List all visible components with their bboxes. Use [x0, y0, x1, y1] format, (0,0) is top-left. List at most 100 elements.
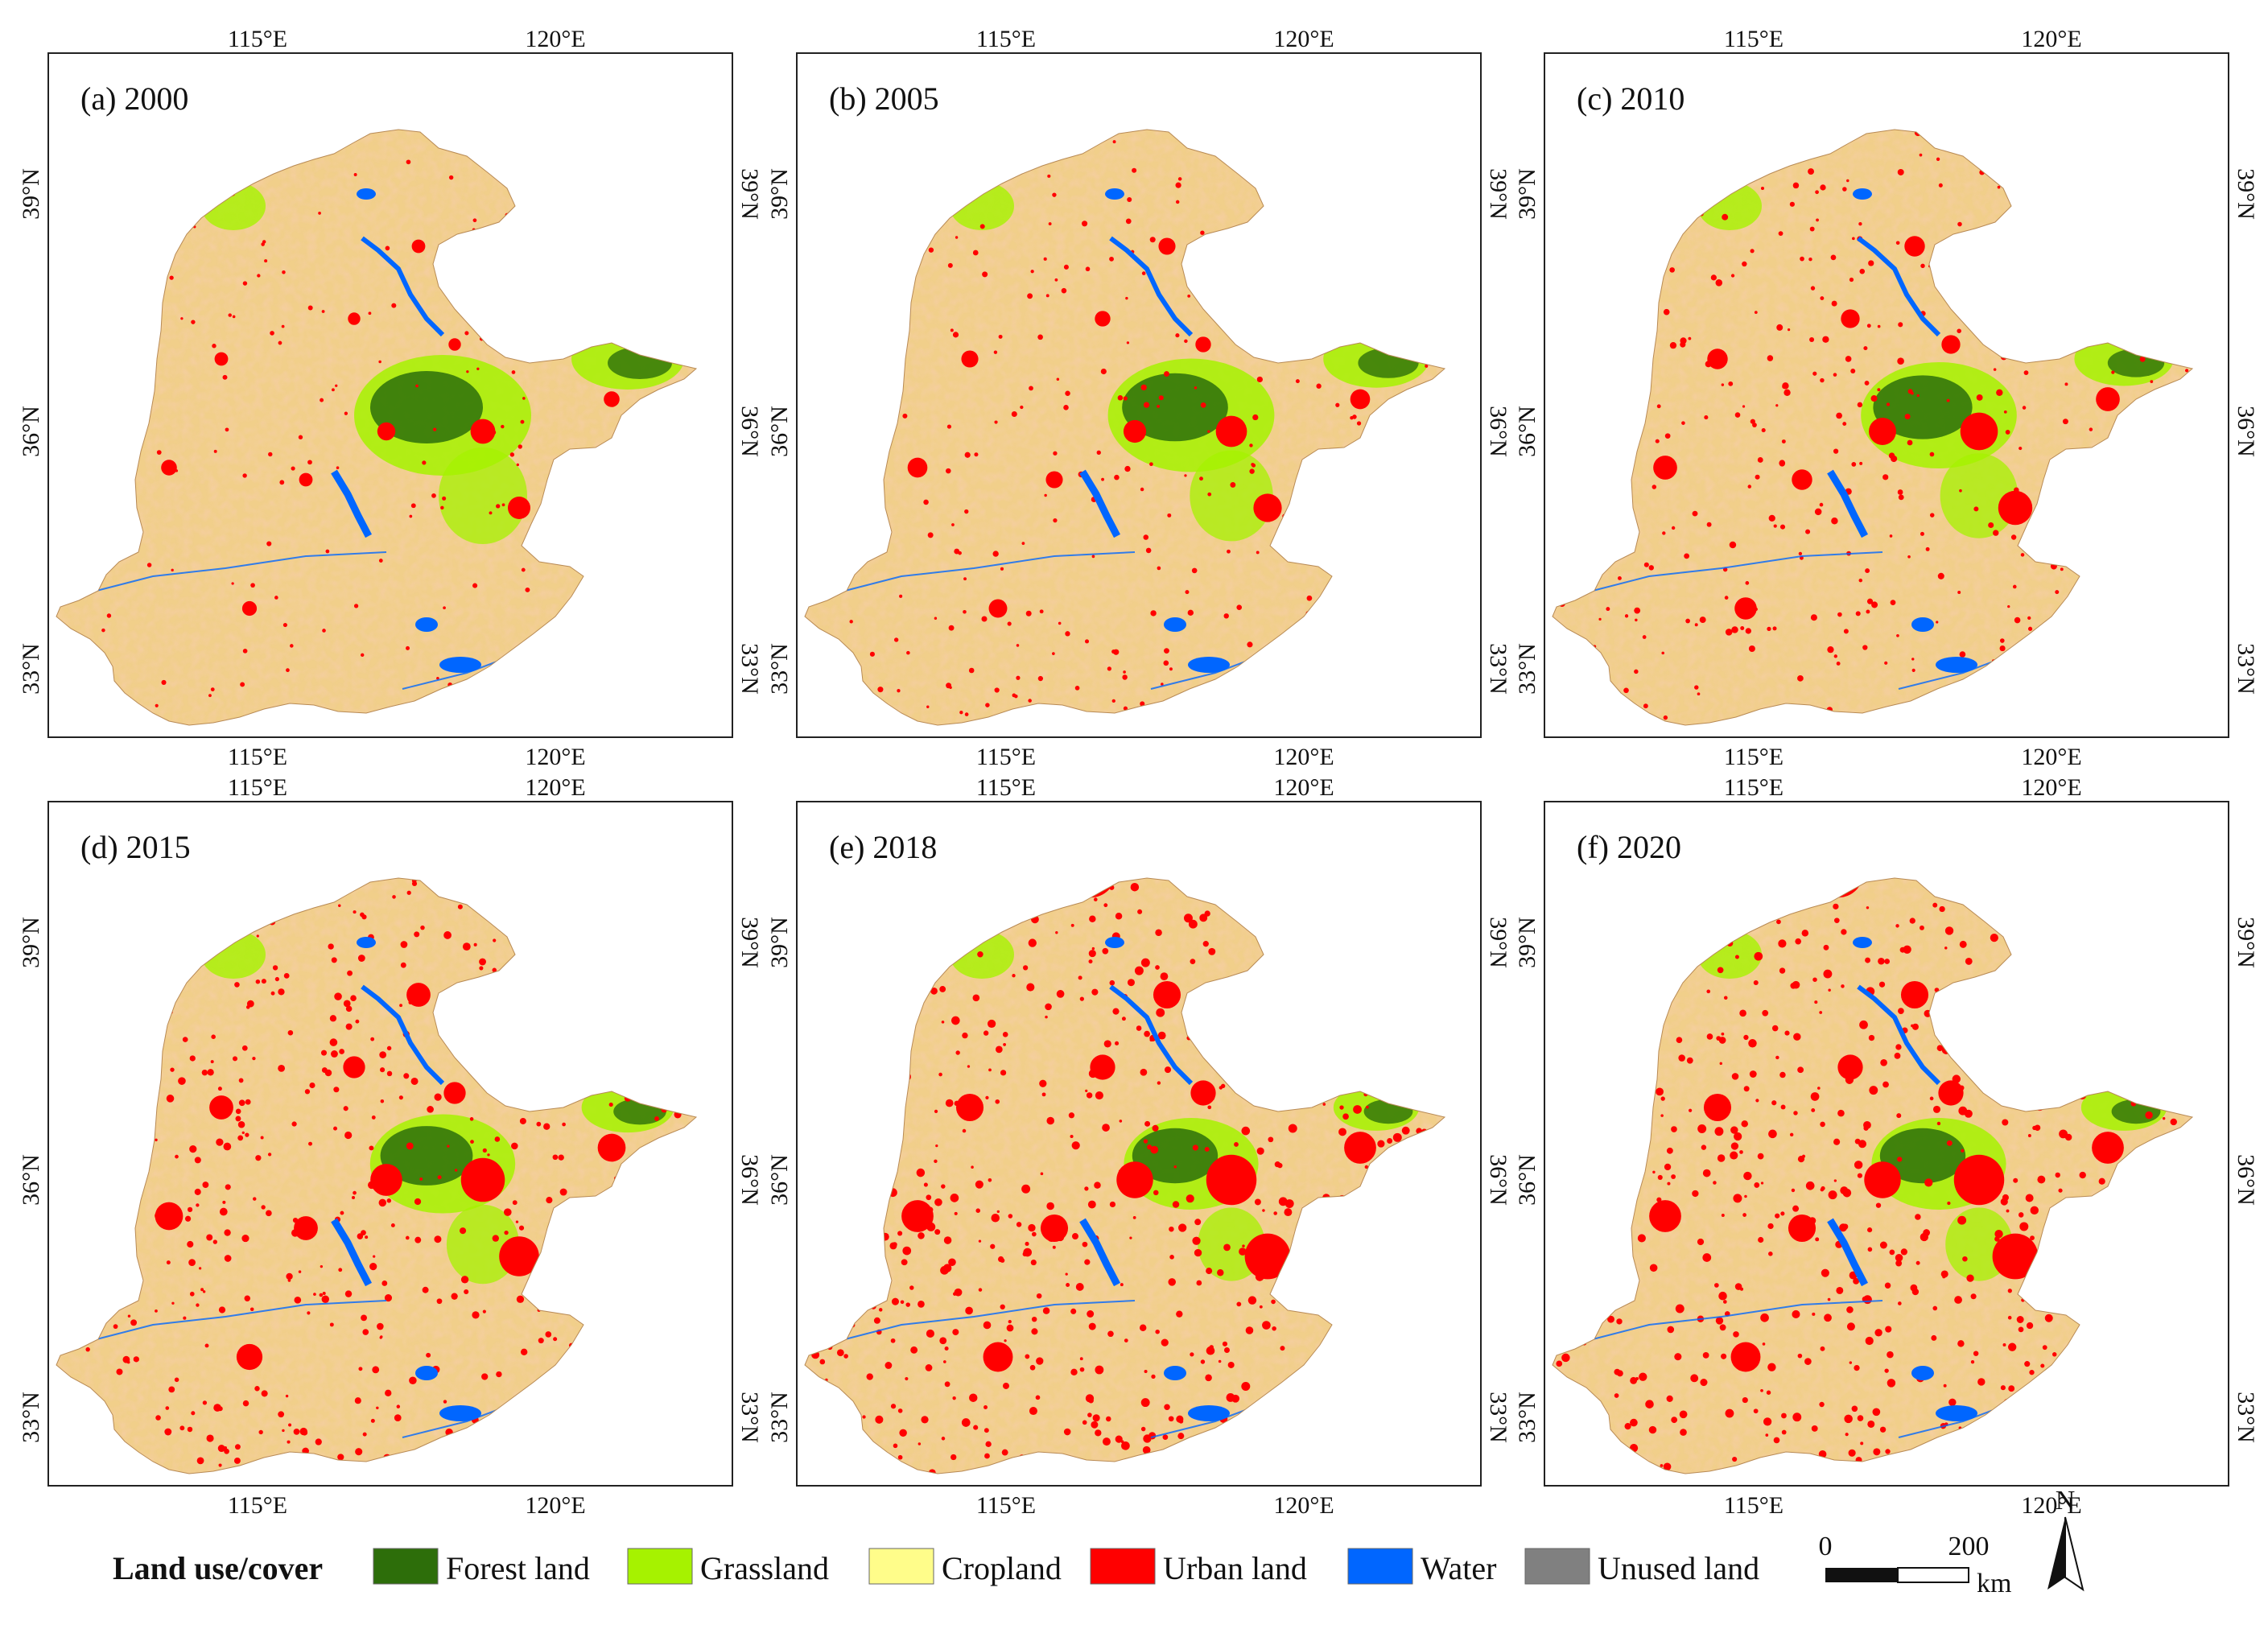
- settlement-patch: [223, 1142, 232, 1151]
- settlement-patch: [1172, 1201, 1180, 1208]
- settlement-patch: [1924, 1178, 1933, 1187]
- settlement-patch: [1121, 1441, 1130, 1450]
- settlement-patch: [1652, 485, 1657, 489]
- settlement-patch: [1839, 1223, 1848, 1232]
- settlement-patch: [2032, 1125, 2037, 1131]
- latitude-tick-left: 33°N: [1514, 643, 1540, 695]
- settlement-patch: [1795, 938, 1802, 945]
- settlement-patch: [1873, 1448, 1881, 1456]
- settlement-patch: [1079, 1367, 1085, 1372]
- settlement-patch: [285, 1394, 289, 1398]
- longitude-tick-top: 115°E: [1724, 774, 1783, 801]
- settlement-patch: [552, 1154, 559, 1161]
- settlement-patch: [174, 1377, 179, 1383]
- forest-area: [1873, 375, 1973, 439]
- settlement-patch: [1207, 1105, 1212, 1110]
- settlement-patch: [1008, 1214, 1013, 1219]
- settlement-patch: [1828, 988, 1831, 992]
- settlement-patch: [1915, 1260, 1920, 1265]
- settlement-patch: [1894, 1052, 1901, 1059]
- settlement-patch: [1016, 1222, 1022, 1227]
- settlement-patch: [1169, 667, 1173, 671]
- settlement-patch: [2030, 1206, 2039, 1215]
- settlement-patch: [189, 1055, 196, 1062]
- settlement-patch: [368, 311, 372, 315]
- lake: [357, 188, 376, 200]
- settlement-patch: [212, 344, 216, 348]
- settlement-patch: [406, 645, 410, 650]
- settlement-patch: [972, 250, 979, 256]
- river: [1592, 551, 1883, 592]
- settlement-patch: [1817, 1087, 1821, 1090]
- latitude-tick-left: 36°N: [1514, 1154, 1540, 1206]
- latitude-tick-right: 36°N: [1485, 1154, 1511, 1206]
- settlement-patch: [1153, 1190, 1159, 1196]
- settlement-patch: [1606, 607, 1610, 612]
- settlement-patch: [1966, 1274, 1974, 1282]
- settlement-patch: [998, 1256, 1004, 1263]
- urban-area: [443, 1082, 466, 1104]
- settlement-patch: [1789, 1132, 1794, 1137]
- settlement-patch: [1041, 1092, 1046, 1097]
- settlement-patch: [1858, 578, 1863, 583]
- settlement-patch: [298, 435, 303, 439]
- settlement-patch: [873, 1317, 880, 1324]
- settlement-patch: [1915, 1214, 1921, 1220]
- settlement-patch: [1742, 405, 1746, 408]
- settlement-patch: [344, 1290, 353, 1297]
- settlement-patch: [1755, 474, 1760, 480]
- urban-area: [1158, 237, 1176, 255]
- settlement-patch: [1669, 267, 1675, 273]
- legend-title: Land use/cover: [113, 1550, 323, 1586]
- river: [1592, 1300, 1883, 1340]
- settlement-patch: [890, 1338, 896, 1343]
- settlement-patch: [291, 466, 295, 471]
- settlement-patch: [385, 1389, 392, 1397]
- settlement-patch: [1205, 1374, 1212, 1382]
- settlement-patch: [2029, 1370, 2035, 1375]
- settlement-patch: [1686, 1057, 1693, 1064]
- settlement-patch: [1999, 638, 2005, 643]
- settlement-patch: [266, 1210, 272, 1217]
- settlement-patch: [249, 1307, 254, 1312]
- settlement-patch: [459, 1227, 467, 1235]
- settlement-patch: [1000, 1070, 1007, 1076]
- settlement-patch: [319, 1293, 324, 1297]
- settlement-patch: [1185, 590, 1190, 595]
- settlement-patch: [1295, 379, 1300, 384]
- settlement-patch: [1012, 974, 1016, 978]
- settlement-patch: [1833, 654, 1837, 658]
- settlement-patch: [196, 1303, 200, 1307]
- settlement-patch: [1959, 489, 1962, 493]
- settlement-patch: [1821, 1268, 1829, 1277]
- settlement-patch: [1157, 405, 1161, 408]
- settlement-patch: [1068, 1112, 1075, 1119]
- longitude-tick-top: 120°E: [1273, 26, 1334, 52]
- settlement-patch: [207, 1069, 214, 1076]
- settlement-patch: [224, 1446, 228, 1450]
- latitude-tick-right: 39°N: [2233, 168, 2259, 220]
- settlement-patch: [219, 1207, 228, 1216]
- settlement-patch: [1029, 1407, 1037, 1416]
- settlement-patch: [1767, 355, 1774, 361]
- settlement-patch: [1842, 422, 1847, 427]
- settlement-patch: [433, 427, 437, 431]
- settlement-patch: [369, 1145, 374, 1151]
- settlement-patch: [274, 976, 280, 982]
- settlement-patch: [1801, 1154, 1806, 1158]
- settlement-patch: [1765, 1433, 1769, 1437]
- settlement-patch: [993, 350, 998, 354]
- settlement-patch: [320, 398, 324, 402]
- settlement-patch: [1730, 1142, 1739, 1150]
- map-panel: (a) 2000 115°E 115°E 120°E 120°E 39°N 39°N 36°N…: [18, 26, 763, 770]
- settlement-patch: [1136, 1025, 1142, 1031]
- settlement-patch: [1245, 1326, 1254, 1334]
- lake: [1164, 1366, 1186, 1380]
- settlement-patch: [1713, 1283, 1719, 1288]
- longitude-tick-top: 120°E: [525, 26, 585, 52]
- settlement-patch: [1724, 596, 1729, 600]
- settlement-patch: [893, 637, 899, 642]
- settlement-patch: [1271, 1299, 1276, 1305]
- settlement-patch: [944, 1381, 950, 1388]
- settlement-patch: [1614, 1368, 1621, 1375]
